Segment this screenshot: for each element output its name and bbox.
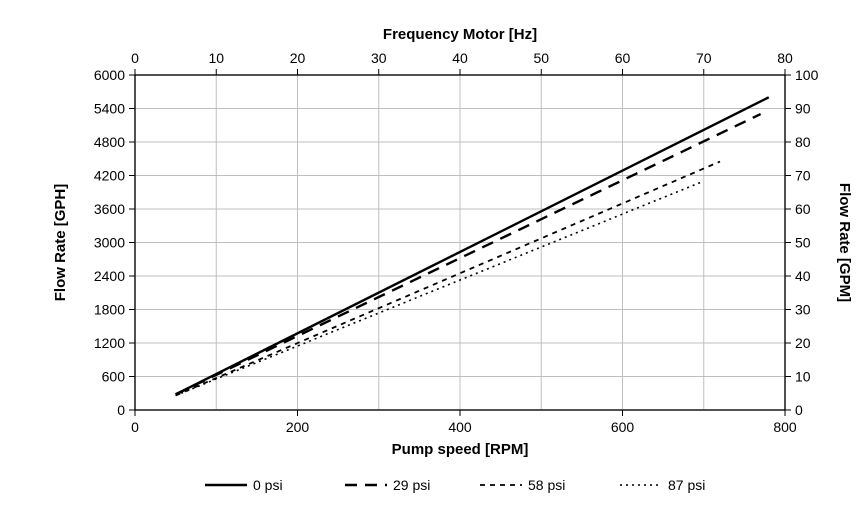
tick-label-left: 0 bbox=[117, 402, 125, 418]
tick-label-top: 40 bbox=[452, 50, 468, 66]
tick-label-top: 60 bbox=[615, 50, 631, 66]
bottom-axis-label: Pump speed [RPM] bbox=[392, 441, 529, 458]
right-axis-label: Flow Rate [GPM] bbox=[836, 183, 853, 302]
tick-label-top: 70 bbox=[696, 50, 712, 66]
tick-label-left: 5400 bbox=[94, 101, 125, 117]
chart-background bbox=[0, 0, 859, 513]
tick-label-bottom: 800 bbox=[773, 419, 797, 435]
tick-label-left: 4200 bbox=[94, 168, 125, 184]
tick-label-right: 20 bbox=[795, 335, 811, 351]
tick-label-left: 600 bbox=[102, 369, 126, 385]
tick-label-left: 1800 bbox=[94, 302, 125, 318]
tick-label-bottom: 0 bbox=[131, 419, 139, 435]
tick-label-left: 2400 bbox=[94, 268, 125, 284]
tick-label-right: 0 bbox=[795, 402, 803, 418]
legend-label-3: 87 psi bbox=[668, 477, 705, 493]
tick-label-left: 4800 bbox=[94, 134, 125, 150]
top-axis-label: Frequency Motor [Hz] bbox=[383, 26, 537, 43]
chart-svg: 0200400600800010203040506070800600120018… bbox=[0, 0, 859, 513]
legend-label-1: 29 psi bbox=[393, 477, 430, 493]
tick-label-bottom: 200 bbox=[286, 419, 310, 435]
tick-label-top: 30 bbox=[371, 50, 387, 66]
tick-label-top: 20 bbox=[290, 50, 306, 66]
tick-label-right: 90 bbox=[795, 101, 811, 117]
tick-label-right: 60 bbox=[795, 201, 811, 217]
tick-label-top: 10 bbox=[208, 50, 224, 66]
tick-label-right: 40 bbox=[795, 268, 811, 284]
tick-label-right: 70 bbox=[795, 168, 811, 184]
legend-label-2: 58 psi bbox=[528, 477, 565, 493]
legend-label-0: 0 psi bbox=[253, 477, 283, 493]
tick-label-left: 6000 bbox=[94, 67, 125, 83]
tick-label-bottom: 600 bbox=[611, 419, 635, 435]
flow-rate-chart: 0200400600800010203040506070800600120018… bbox=[0, 0, 859, 513]
left-axis-label: Flow Rate [GPH] bbox=[52, 184, 69, 302]
tick-label-top: 50 bbox=[533, 50, 549, 66]
tick-label-left: 3000 bbox=[94, 235, 125, 251]
tick-label-top: 80 bbox=[777, 50, 793, 66]
tick-label-right: 100 bbox=[795, 67, 819, 83]
tick-label-right: 30 bbox=[795, 302, 811, 318]
tick-label-right: 10 bbox=[795, 369, 811, 385]
tick-label-right: 50 bbox=[795, 235, 811, 251]
tick-label-left: 1200 bbox=[94, 335, 125, 351]
tick-label-bottom: 400 bbox=[448, 419, 472, 435]
tick-label-right: 80 bbox=[795, 134, 811, 150]
tick-label-top: 0 bbox=[131, 50, 139, 66]
tick-label-left: 3600 bbox=[94, 201, 125, 217]
